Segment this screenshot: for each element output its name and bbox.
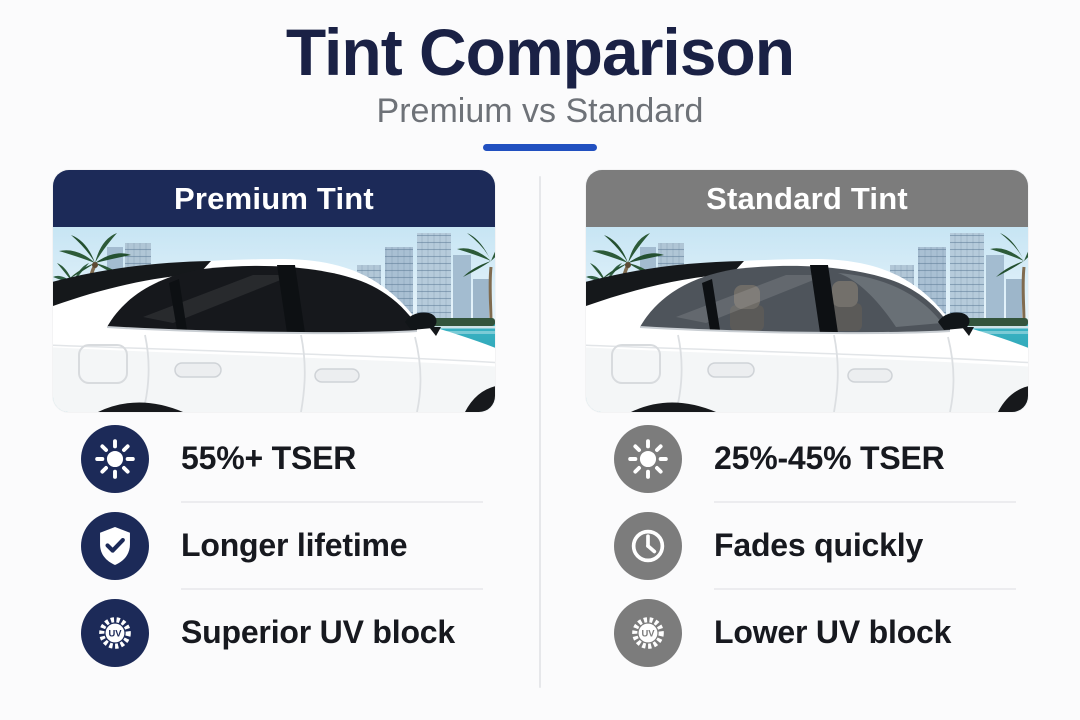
feature-icon-badge [614, 424, 682, 493]
standard-car-image [586, 227, 1028, 412]
premium-column: Premium Tint [53, 170, 495, 676]
svg-text:UV: UV [108, 627, 122, 638]
feature-label: Fades quickly [714, 527, 924, 563]
feature-row: UV Superior UV block [53, 588, 495, 676]
feature-label: Longer lifetime [181, 527, 408, 563]
title-underline [483, 144, 597, 152]
car [53, 259, 495, 412]
feature-row: 55%+ TSER [53, 415, 495, 502]
feature-label: 25%-45% TSER [714, 440, 945, 476]
premium-feature-list: 55%+ TSER Longer lifetime UV [53, 415, 495, 676]
svg-text:UV: UV [641, 627, 655, 638]
standard-column: Standard Tint [586, 170, 1028, 676]
standard-card-title: Standard Tint [706, 180, 908, 216]
feature-icon-badge [614, 511, 682, 580]
feature-icon-badge: UV [614, 598, 682, 667]
column-divider [539, 176, 541, 688]
hero-header: Tint Comparison Premium vs Standard [0, 0, 1080, 152]
page-subtitle: Premium vs Standard [376, 92, 704, 131]
feature-label: 55%+ TSER [181, 440, 357, 476]
uv-sun-icon: UV [99, 616, 131, 649]
feature-row: Longer lifetime [53, 501, 495, 589]
door-handle [314, 368, 360, 383]
door-handle [707, 362, 755, 378]
black-roof [53, 261, 211, 307]
shield-check-icon [100, 526, 130, 565]
premium-card-header: Premium Tint [53, 170, 495, 227]
premium-card-title: Premium Tint [174, 180, 374, 216]
feature-row: UV Lower UV block [586, 588, 1028, 676]
feature-icon-badge: UV [81, 598, 149, 667]
premium-card: Premium Tint [53, 170, 495, 412]
feature-icon-badge [81, 511, 149, 580]
standard-card-header: Standard Tint [586, 170, 1028, 227]
premium-car-image [53, 227, 495, 412]
feature-row: 25%-45% TSER [586, 415, 1028, 502]
uv-sun-icon: UV [632, 616, 664, 649]
clock-icon [631, 529, 665, 562]
black-roof [586, 261, 744, 307]
sun-icon [628, 438, 668, 479]
page-title: Tint Comparison [285, 15, 795, 89]
car [586, 259, 1028, 412]
standard-feature-list: 25%-45% TSER Fades quickly [586, 415, 1028, 676]
standard-card: Standard Tint [586, 170, 1028, 412]
feature-label: Superior UV block [181, 614, 455, 650]
feature-label: Lower UV block [714, 614, 952, 650]
feature-icon-badge [81, 424, 149, 493]
fuel-door [611, 344, 661, 384]
door-handle [847, 368, 893, 383]
side-mirror [405, 312, 437, 330]
sun-icon [95, 438, 135, 479]
door-handle [174, 362, 222, 378]
feature-row: Fades quickly [586, 501, 1028, 589]
fuel-door [78, 344, 128, 384]
side-mirror [938, 312, 970, 330]
